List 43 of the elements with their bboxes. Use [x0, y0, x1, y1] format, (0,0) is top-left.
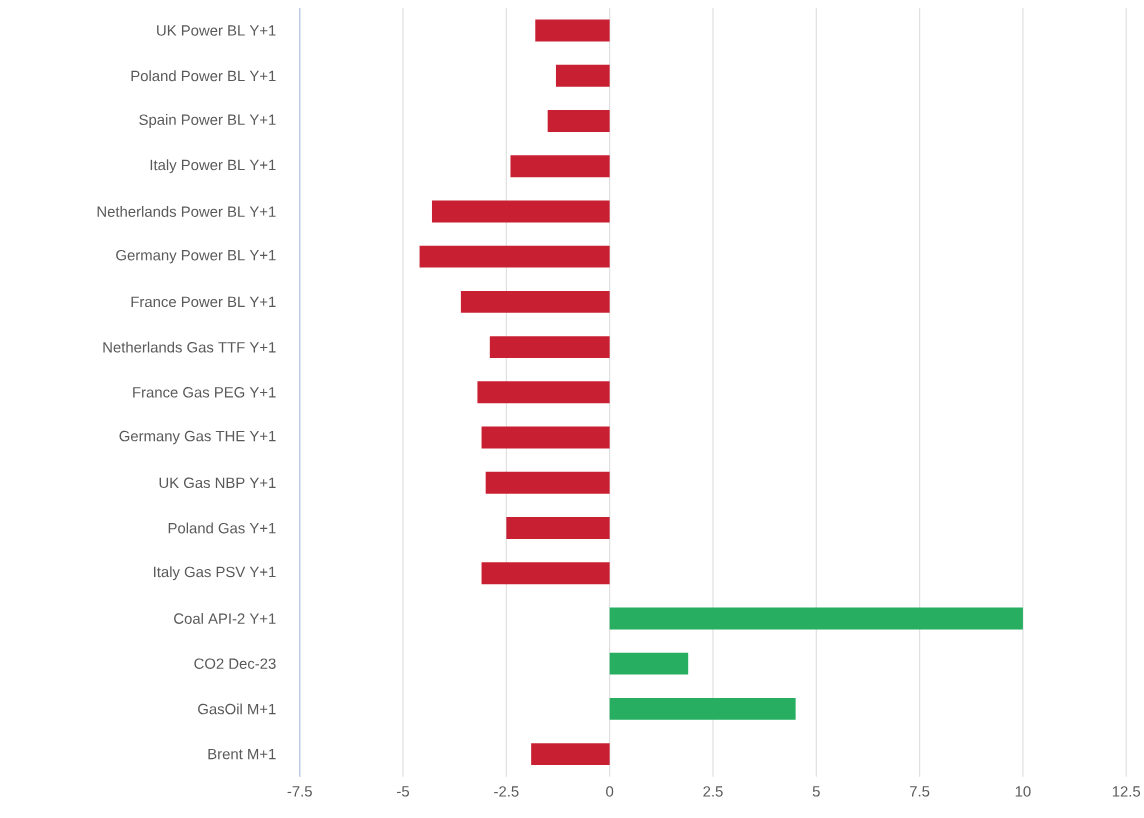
y-tick-label: Germany Gas THE Y+1: [119, 431, 276, 445]
y-tick-label: Germany Power BL Y+1: [116, 250, 276, 264]
x-tick-label: 7.5: [910, 786, 930, 797]
bar: [419, 245, 610, 268]
bar: [555, 65, 610, 87]
bar: [460, 291, 610, 314]
bar: [609, 652, 689, 675]
x-tick-label: 12.5: [1112, 786, 1141, 797]
x-tick-label: -2.5: [494, 786, 519, 797]
y-tick-label: Netherlands Gas TTF Y+1: [103, 341, 276, 353]
bar: [431, 200, 610, 223]
bar: [489, 336, 610, 359]
y-tick-label: France Power BL Y+1: [131, 296, 276, 308]
y-tick-label: CO2 Dec-23: [194, 658, 276, 670]
y-tick-label: Brent M+1: [208, 749, 276, 760]
bar: [477, 381, 610, 404]
y-tick-label: Poland Gas Y+1: [168, 522, 276, 534]
x-tick-label: 2.5: [703, 786, 723, 797]
y-tick-label: Netherlands Power BL Y+1: [97, 206, 276, 218]
x-tick-label: 10: [1015, 786, 1031, 797]
bar: [481, 562, 610, 585]
y-tick-label: Italy Gas PSV Y+1: [154, 566, 276, 581]
bar: [506, 517, 610, 540]
bar: [485, 472, 610, 494]
x-tick-label: 0: [606, 786, 614, 797]
y-tick-label: France Gas PEG Y+1: [133, 387, 276, 398]
bar: [531, 743, 610, 766]
x-tick-label: -7.5: [287, 786, 312, 797]
bar: [547, 110, 610, 133]
bar: [510, 155, 610, 178]
bar: [535, 19, 610, 42]
y-tick-label: UK Power BL Y+1: [157, 25, 276, 36]
x-tick-label: -5: [397, 786, 410, 797]
bar: [609, 698, 796, 721]
y-tick-label: Coal API-2 Y+1: [174, 613, 276, 625]
y-tick-label: Poland Power BL Y+1: [131, 70, 276, 82]
y-tick-label: GasOil M+1: [198, 703, 276, 715]
y-tick-label: Spain Power BL Y+1: [139, 114, 276, 129]
bar: [481, 426, 610, 449]
bar: [609, 607, 1023, 630]
y-tick-label: Italy Power BL Y+1: [150, 159, 276, 174]
y-tick-label: UK Gas NBP Y+1: [159, 477, 276, 489]
x-tick-label: 5: [812, 786, 820, 797]
